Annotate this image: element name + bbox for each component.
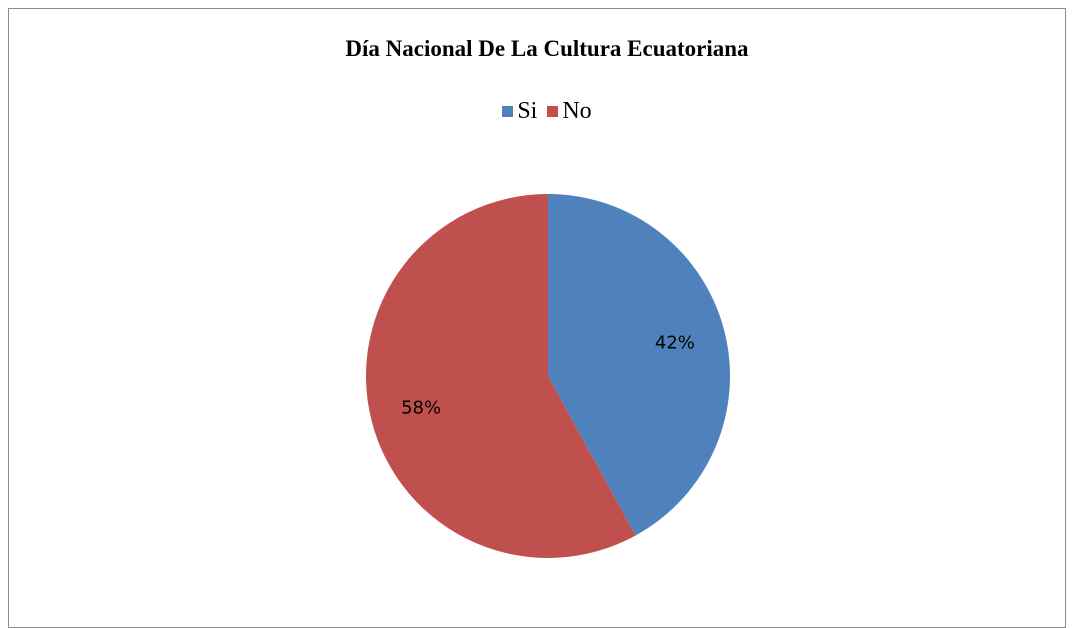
legend-label-si: Si [517,98,538,124]
pie-slice-si [548,194,730,536]
data-label-no: 58% [401,398,441,419]
pie-slice-no [366,194,636,558]
chart-title: Día Nacional De La Cultura Ecuatoriana [345,36,749,61]
legend-swatch-si [502,106,514,117]
legend-item-si: Si [502,98,537,125]
data-label-si: 42% [655,332,695,353]
chart-legend: Si No [0,98,1075,125]
legend-swatch-no [547,106,559,117]
legend-label-no: No [562,98,592,124]
legend-item-no: No [547,98,592,125]
pie-chart: 42% 58% [366,194,730,558]
